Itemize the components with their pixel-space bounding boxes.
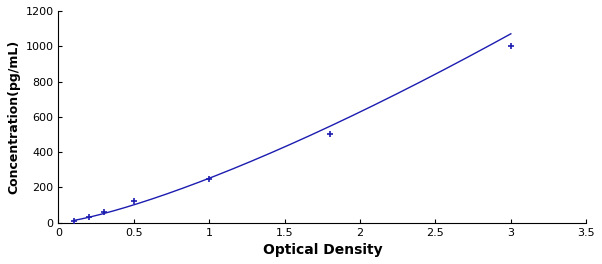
Y-axis label: Concentration(pg/mL): Concentration(pg/mL) bbox=[7, 40, 20, 194]
X-axis label: Optical Density: Optical Density bbox=[262, 243, 382, 257]
